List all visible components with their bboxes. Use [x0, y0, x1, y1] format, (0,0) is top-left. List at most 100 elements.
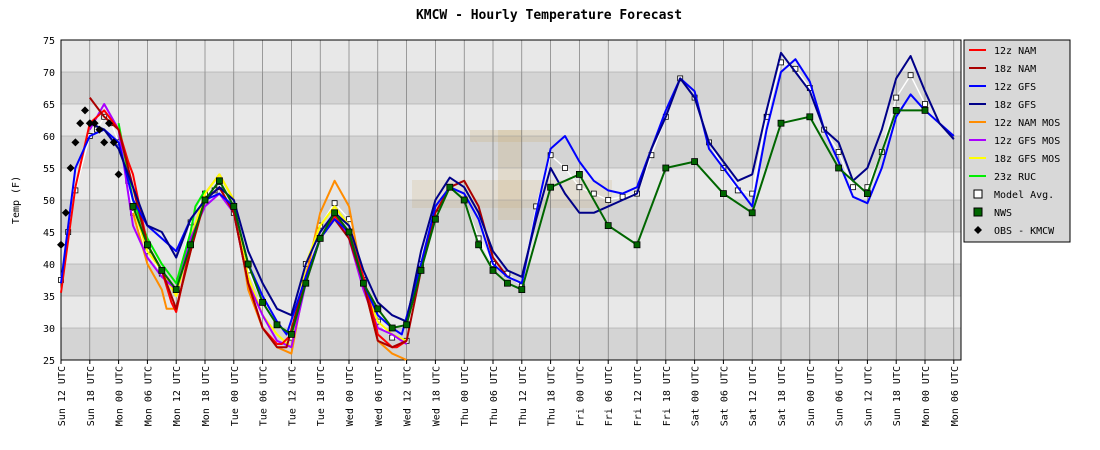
- plot-border: [60, 39, 962, 361]
- x-tick-label: Sun 06 UTC: [835, 366, 846, 426]
- data-point: [417, 266, 425, 274]
- data-point: [95, 125, 104, 134]
- legend-label: 18z GFS MOS: [994, 154, 1060, 165]
- y-tick-label: 40: [43, 260, 55, 271]
- data-point: [922, 101, 928, 107]
- legend-swatch: [973, 189, 983, 199]
- plot-band: [61, 296, 961, 328]
- y-tick-label: 30: [43, 324, 55, 335]
- legend-item-12z-nam: 12z NAM: [969, 46, 1036, 57]
- x-tick-label: Fri 06 UTC: [604, 366, 615, 426]
- x-tick-label: Sat 18 UTC: [777, 366, 788, 426]
- data-point: [460, 196, 468, 204]
- legend-swatch: [973, 207, 983, 217]
- data-point: [562, 165, 568, 171]
- data-point: [287, 330, 295, 338]
- legend-item-18z-gfs-mos: 18z GFS MOS: [969, 154, 1060, 165]
- y-tick-label: 35: [43, 292, 55, 303]
- data-point: [81, 106, 89, 115]
- x-tick-label: Thu 12 UTC: [518, 366, 529, 426]
- series-12z-gfs: [60, 58, 955, 336]
- data-point: [359, 279, 367, 287]
- plot-band: [61, 232, 961, 264]
- y-axis: 25 30 35 40 45 50 55 60 65 70 75: [43, 36, 55, 367]
- x-tick-label: Mon 18 UTC: [201, 366, 212, 426]
- x-tick-label: Thu 18 UTC: [547, 366, 558, 426]
- data-point: [921, 107, 929, 114]
- data-point: [158, 266, 166, 274]
- data-point: [273, 321, 281, 329]
- plot-band: [61, 200, 961, 232]
- data-point: [61, 208, 70, 217]
- x-tick-label: Sat 00 UTC: [691, 366, 702, 426]
- data-point: [576, 184, 583, 191]
- series-18z-gfs: [89, 51, 955, 323]
- legend-label: OBS - KMCW: [994, 226, 1055, 237]
- x-axis: Sun 12 UTC Sun 18 UTC Mon 00 UTC Mon 06 UTC…: [57, 360, 961, 426]
- legend-item-23z-ruc: 23z RUC: [969, 172, 1036, 183]
- data-point: [489, 266, 497, 274]
- legend-item-12z-gfs: 12z GFS: [969, 82, 1036, 93]
- data-point: [605, 197, 612, 203]
- data-point: [85, 119, 94, 128]
- x-tick-label: Thu 00 UTC: [460, 366, 471, 426]
- data-point: [835, 164, 842, 172]
- x-tick-label: Wed 06 UTC: [374, 366, 385, 426]
- data-point: [201, 196, 209, 204]
- plot-band: [61, 328, 961, 360]
- data-point: [777, 119, 785, 127]
- data-point: [446, 183, 454, 191]
- legend-swatch: [974, 226, 982, 234]
- data-point: [172, 286, 180, 294]
- y-tick-label: 55: [43, 164, 55, 175]
- legend-label: 12z GFS MOS: [994, 136, 1060, 147]
- x-tick-label: Tue 06 UTC: [259, 366, 270, 426]
- data-point: [748, 209, 756, 217]
- data-point: [892, 107, 900, 114]
- x-tick-label: Thu 06 UTC: [489, 366, 500, 426]
- x-tick-label: Sun 00 UTC: [806, 366, 817, 426]
- legend-item-12z-nam-mos: 12z NAM MOS: [969, 118, 1060, 129]
- series-line: [60, 58, 955, 336]
- data-point: [576, 170, 583, 178]
- series-line: [89, 51, 955, 323]
- y-tick-label: 60: [43, 132, 55, 143]
- data-point: [230, 202, 238, 210]
- data-point: [76, 119, 85, 128]
- data-point: [475, 241, 483, 249]
- data-point: [850, 184, 856, 191]
- data-point: [403, 321, 411, 329]
- series-nws: [129, 107, 929, 338]
- legend-label: Model Avg.: [994, 190, 1054, 201]
- data-point: [143, 241, 151, 249]
- x-tick-label: Sun 18 UTC: [86, 366, 97, 426]
- chart-title: KMCW - Hourly Temperature Forecast: [416, 8, 682, 23]
- data-point: [66, 164, 75, 172]
- data-point: [503, 279, 511, 287]
- data-point: [302, 279, 310, 287]
- x-tick-label: Sun 12 UTC: [57, 366, 68, 426]
- x-tick-label: Wed 00 UTC: [345, 366, 356, 426]
- data-point: [316, 234, 324, 242]
- y-tick-label: 65: [43, 100, 55, 111]
- data-point: [71, 138, 80, 147]
- legend-label: 12z NAM: [994, 46, 1036, 57]
- plot-band: [61, 40, 961, 72]
- x-tick-label: Tue 18 UTC: [316, 366, 327, 426]
- legend-item-obs-kmcw: OBS - KMCW: [974, 226, 1055, 237]
- data-point: [129, 202, 137, 210]
- legend: 12z NAM 18z NAM 12z GFS 18z GFS 12z NAM MOS 1…: [963, 39, 1071, 243]
- data-point: [662, 164, 670, 172]
- x-tick-label: Fri 18 UTC: [662, 366, 673, 426]
- data-point: [105, 119, 113, 128]
- y-axis-label: Temp (F): [11, 176, 22, 224]
- data-point: [518, 286, 526, 294]
- data-point: [431, 215, 439, 223]
- y-tick-label: 70: [43, 68, 55, 79]
- legend-label: NWS: [994, 208, 1012, 219]
- data-point: [633, 241, 641, 249]
- x-tick-label: Tue 00 UTC: [230, 366, 241, 426]
- data-point: [907, 72, 914, 79]
- data-point: [374, 305, 382, 313]
- data-point: [57, 240, 65, 249]
